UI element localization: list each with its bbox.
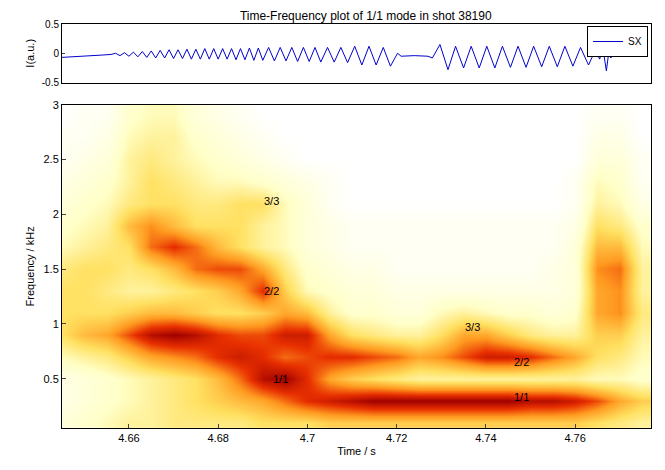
svg-text:1.5: 1.5 — [44, 263, 59, 275]
svg-text:Time / s: Time / s — [337, 445, 376, 457]
svg-text:4.68: 4.68 — [207, 432, 228, 444]
svg-text:1/1: 1/1 — [514, 391, 529, 403]
svg-text:1: 1 — [53, 318, 59, 330]
svg-text:4.7: 4.7 — [300, 432, 315, 444]
svg-text:2.5: 2.5 — [44, 153, 59, 165]
svg-text:3/3: 3/3 — [465, 321, 480, 333]
svg-text:4.76: 4.76 — [564, 432, 585, 444]
svg-text:0.5: 0.5 — [45, 19, 59, 30]
svg-text:0: 0 — [53, 48, 59, 59]
svg-text:2/2: 2/2 — [264, 285, 279, 297]
svg-text:-0.5: -0.5 — [42, 77, 60, 88]
svg-text:SX: SX — [628, 36, 642, 47]
svg-text:4.72: 4.72 — [386, 432, 407, 444]
svg-text:4.66: 4.66 — [118, 432, 139, 444]
svg-text:I(a.u.): I(a.u.) — [24, 39, 36, 68]
svg-text:0.5: 0.5 — [44, 373, 59, 385]
svg-text:1/1: 1/1 — [273, 373, 288, 385]
svg-text:4.74: 4.74 — [475, 432, 496, 444]
svg-text:Time-Frequency plot of 1/1 mod: Time-Frequency plot of 1/1 mode in shot … — [240, 9, 492, 23]
svg-text:3: 3 — [53, 99, 59, 111]
svg-text:2: 2 — [53, 208, 59, 220]
svg-text:Frequency / kHz: Frequency / kHz — [24, 226, 36, 306]
svg-text:2/2: 2/2 — [514, 356, 529, 368]
svg-text:3/3: 3/3 — [264, 195, 279, 207]
